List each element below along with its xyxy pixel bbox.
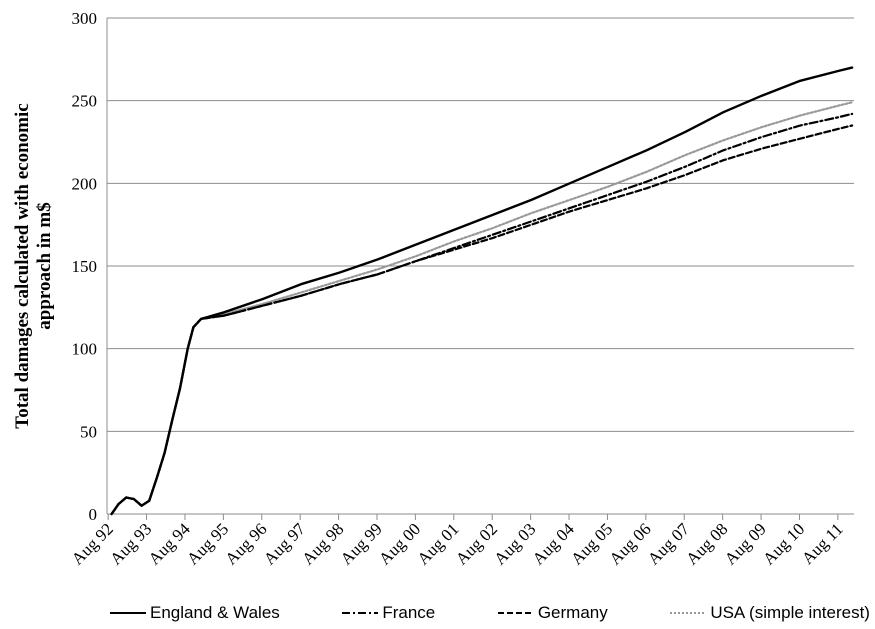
legend-swatch-france xyxy=(342,612,379,614)
y-tick-label-250: 250 xyxy=(72,92,98,111)
legend: England & Wales France Germany USA (simp… xyxy=(110,599,870,627)
legend-label-england-wales: England & Wales xyxy=(150,603,280,622)
x-tick-label-19: Aug 11 xyxy=(798,519,847,568)
x-tick-label-10: Aug 02 xyxy=(452,519,501,568)
legend-swatch-germany xyxy=(497,612,534,614)
legend-swatch-england-wales xyxy=(110,612,146,614)
y-axis-label-line-2: approach in m$ xyxy=(34,202,55,329)
x-tick-label-14: Aug 06 xyxy=(606,519,655,568)
x-tick-label-9: Aug 01 xyxy=(413,519,462,568)
x-tick-label-8: Aug 00 xyxy=(375,519,424,568)
y-axis-label-line-1: Total damages calculated with economic xyxy=(12,103,33,428)
series-line-england-wales xyxy=(110,66,854,516)
x-tick-label-0: Aug 92 xyxy=(68,519,117,568)
y-tick-label-50: 50 xyxy=(80,422,97,441)
x-tick-label-15: Aug 07 xyxy=(644,519,694,569)
legend-item-france: France xyxy=(342,603,435,623)
x-tick-label-5: Aug 97 xyxy=(260,519,310,569)
y-tick-label-200: 200 xyxy=(72,174,98,193)
legend-item-england-wales: England & Wales xyxy=(110,603,280,623)
x-tick-label-17: Aug 09 xyxy=(721,519,770,568)
y-tick-label-300: 300 xyxy=(72,9,98,28)
x-tick-label-12: Aug 04 xyxy=(529,519,579,569)
series-line-usa-simple-interest- xyxy=(110,101,854,516)
y-tick-label-100: 100 xyxy=(72,340,98,359)
x-tick-label-18: Aug 10 xyxy=(759,519,808,568)
legend-swatch-usa xyxy=(670,612,707,614)
x-tick-label-3: Aug 95 xyxy=(183,519,232,568)
legend-item-usa: USA (simple interest) xyxy=(670,603,870,623)
x-tick-label-1: Aug 93 xyxy=(106,519,155,568)
y-tick-label-150: 150 xyxy=(72,257,98,276)
x-tick-label-7: Aug 99 xyxy=(337,519,386,568)
x-tick-label-16: Aug 08 xyxy=(682,519,731,568)
x-tick-label-13: Aug 05 xyxy=(567,519,616,568)
legend-label-france: France xyxy=(382,603,436,622)
x-tick-label-6: Aug 98 xyxy=(298,519,347,568)
y-tick-label-0: 0 xyxy=(89,505,98,524)
x-tick-label-11: Aug 03 xyxy=(490,519,539,568)
legend-item-germany: Germany xyxy=(497,603,608,623)
x-tick-label-2: Aug 94 xyxy=(145,519,195,569)
legend-label-germany: Germany xyxy=(537,603,608,622)
x-tick-label-4: Aug 96 xyxy=(221,519,270,568)
legend-label-usa: USA (simple interest) xyxy=(710,603,870,622)
